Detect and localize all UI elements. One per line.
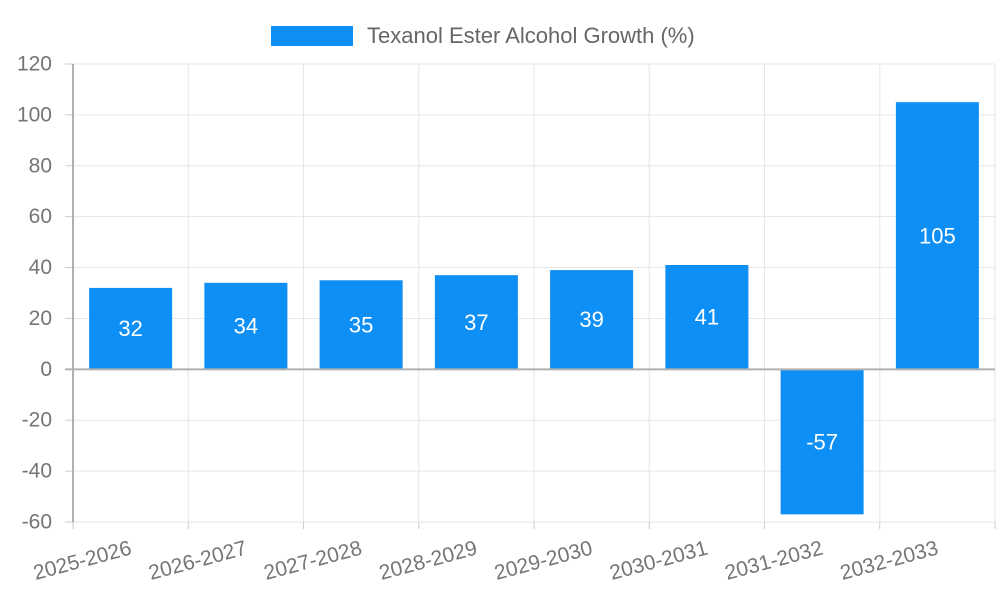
bar[interactable] bbox=[550, 270, 634, 370]
x-axis-tick-label: 2030-2031 bbox=[607, 537, 710, 585]
y-axis-tick-label: 60 bbox=[29, 205, 52, 228]
x-axis-tick-label: 2027-2028 bbox=[261, 537, 364, 585]
bar-value-label: 32 bbox=[118, 316, 142, 341]
x-axis-tick-label: 2031-2032 bbox=[722, 537, 825, 585]
legend: Texanol Ester Alcohol Growth (%) bbox=[271, 23, 695, 49]
bar[interactable] bbox=[780, 369, 864, 515]
bar[interactable] bbox=[895, 102, 979, 370]
y-axis-tick-label: 0 bbox=[40, 358, 52, 381]
y-axis-tick-label: -20 bbox=[22, 409, 52, 432]
bar-value-label: 41 bbox=[695, 305, 719, 330]
bar[interactable] bbox=[665, 265, 749, 370]
bar[interactable] bbox=[319, 280, 403, 370]
bar-value-label: -57 bbox=[806, 429, 838, 454]
bar-value-label: 34 bbox=[234, 314, 258, 339]
x-axis-tick-label: 2029-2030 bbox=[492, 537, 595, 585]
bar[interactable] bbox=[204, 282, 288, 370]
y-axis-tick-label: 80 bbox=[29, 154, 52, 177]
y-axis-tick-label: -60 bbox=[22, 511, 52, 534]
bar-value-label: 35 bbox=[349, 312, 373, 337]
bar-value-label: 39 bbox=[579, 307, 603, 332]
y-axis-tick-label: 40 bbox=[29, 256, 52, 279]
bar[interactable] bbox=[89, 287, 173, 370]
x-axis-tick-label: 2028-2029 bbox=[377, 537, 480, 585]
y-axis-tick-label: 100 bbox=[17, 103, 52, 126]
bar[interactable] bbox=[434, 275, 518, 370]
bar-value-label: 37 bbox=[464, 310, 488, 335]
y-axis-tick-label: 20 bbox=[29, 307, 52, 330]
y-axis-tick-label: -40 bbox=[22, 460, 52, 483]
x-axis-tick-label: 2025-2026 bbox=[31, 537, 134, 585]
legend-label: Texanol Ester Alcohol Growth (%) bbox=[367, 23, 695, 48]
legend-swatch bbox=[271, 26, 353, 46]
x-axis-tick-label: 2032-2033 bbox=[838, 537, 941, 585]
x-axis-tick-label: 2026-2027 bbox=[146, 537, 249, 585]
y-axis-tick-label: 120 bbox=[17, 53, 52, 76]
bar-value-label: 105 bbox=[919, 223, 956, 248]
